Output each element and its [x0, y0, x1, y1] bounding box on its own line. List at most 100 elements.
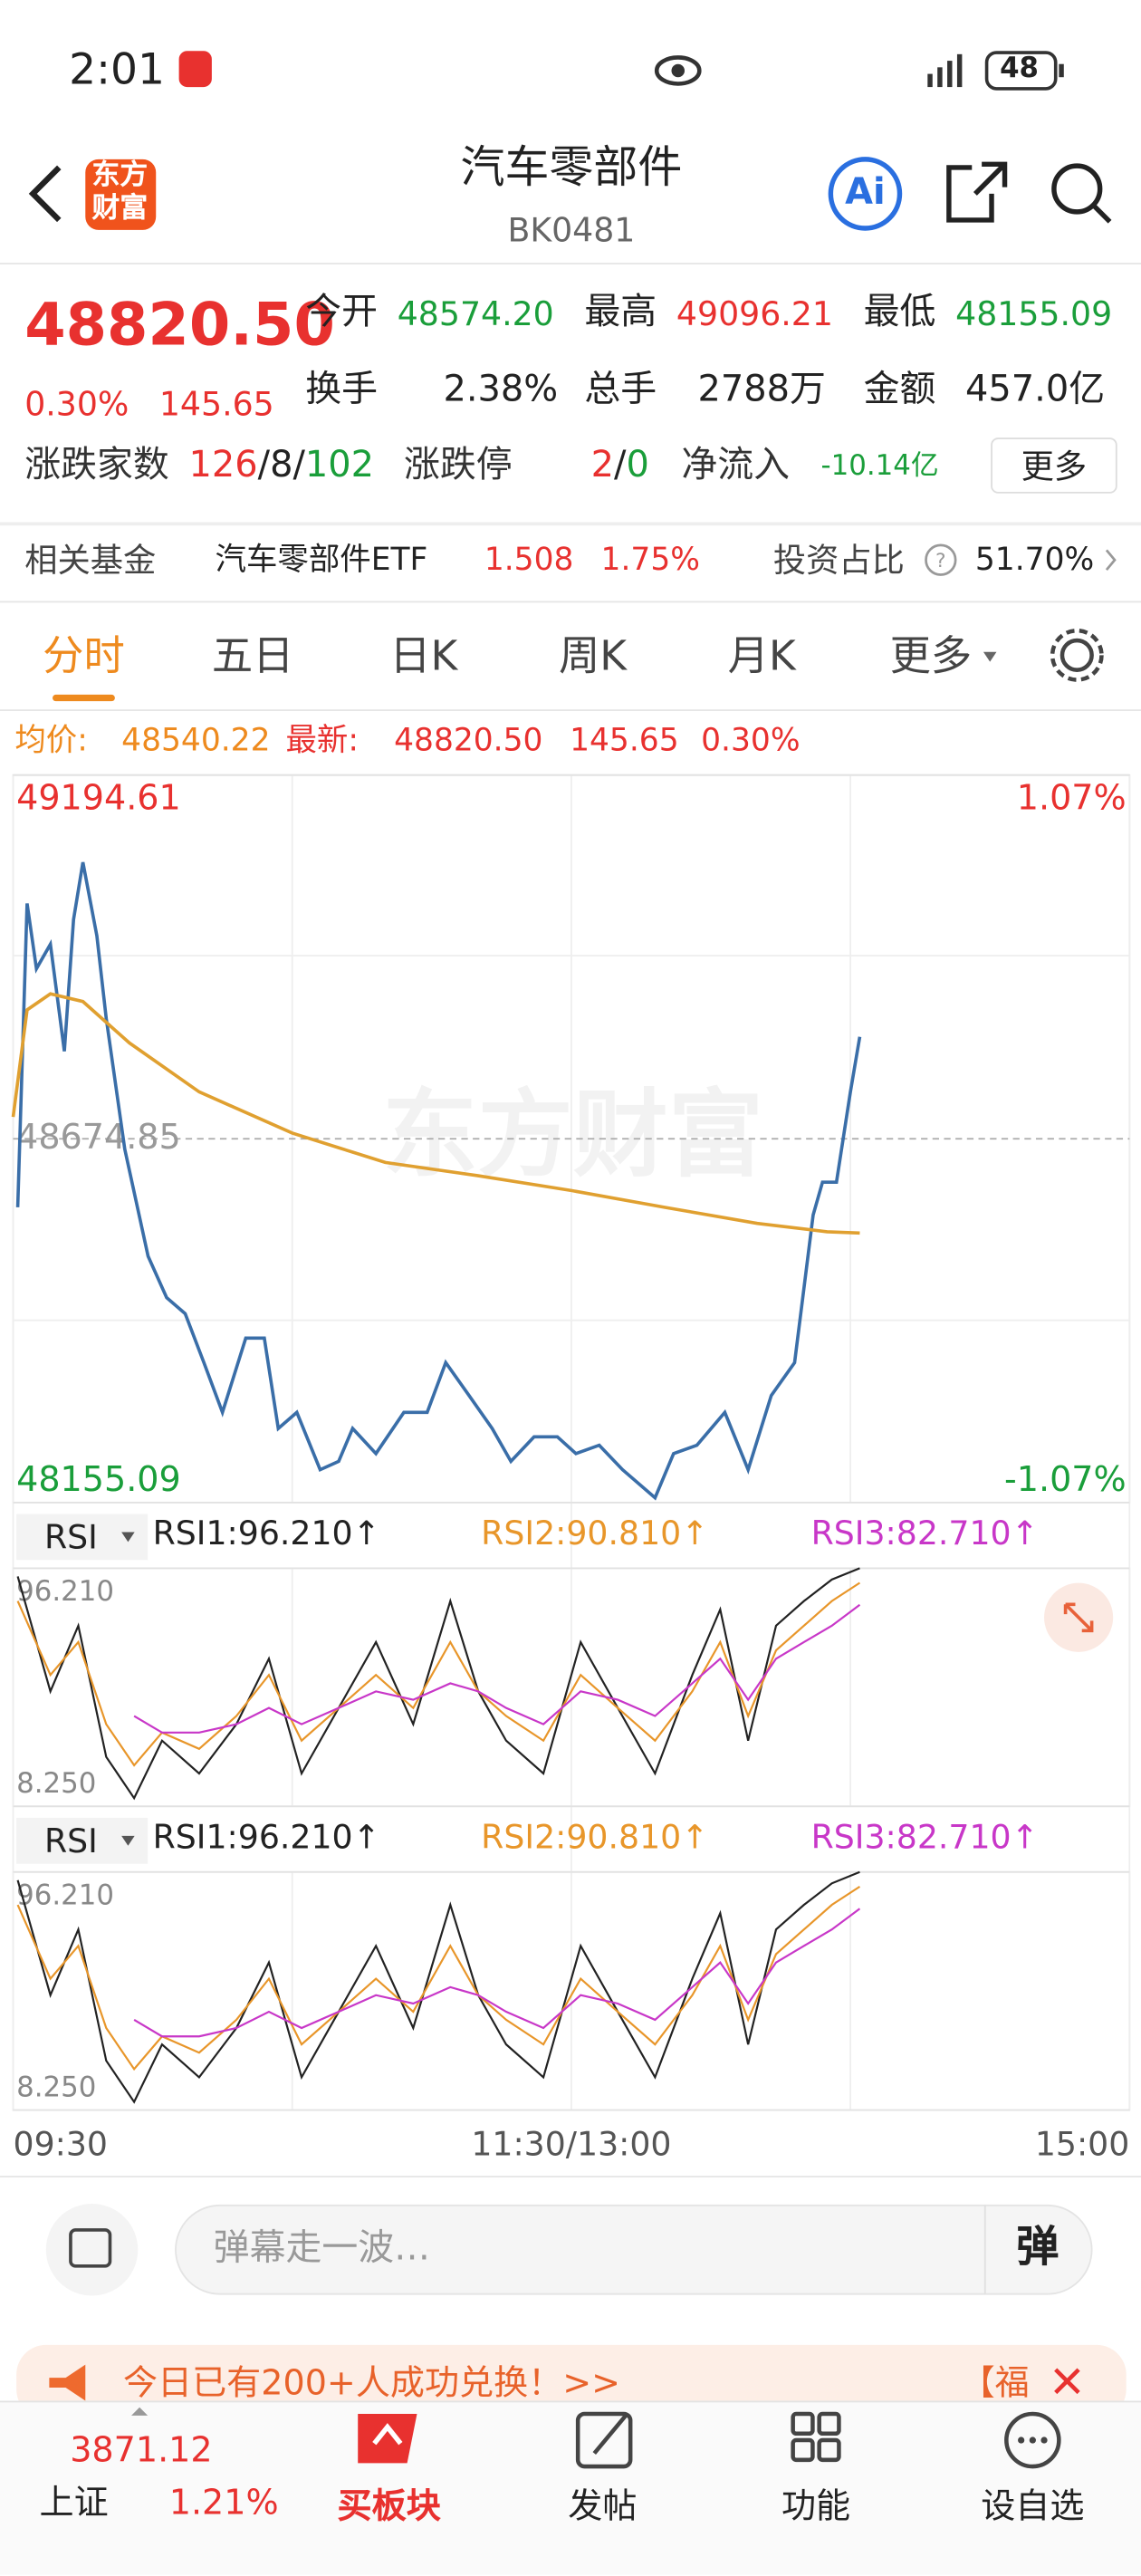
legend-label: RSI3:82.710↑ [811, 1514, 1039, 1552]
limit-label: 涨跌停 [403, 445, 513, 486]
latest-pct: 0.30% [701, 722, 801, 759]
y2-tick-label: 1.07% [1017, 777, 1127, 817]
series-line [16, 1870, 860, 2104]
breadth-label: 涨跌家数 [24, 445, 169, 486]
title: 汽车零部件 [460, 142, 683, 194]
field-value: 2.38% [443, 369, 559, 411]
x-tick-label: 15:00 [1035, 2125, 1129, 2164]
ai-button[interactable]: Ai [845, 172, 886, 214]
y-tick-label: 96.210 [16, 1879, 114, 1911]
field-value: 2788万 [697, 369, 826, 411]
fund-price: 1.508 [484, 542, 574, 579]
separator: / [292, 445, 305, 486]
y-tick-label: 48674.85 [16, 1117, 181, 1157]
field-label: 今开 [305, 292, 379, 334]
series-line [11, 992, 860, 1235]
clock: 2:01 [69, 45, 166, 96]
field-value: 48574.20 [397, 293, 554, 334]
indicator-select[interactable]: RSI [43, 1821, 98, 1861]
legend-label: RSI1:96.210↑ [153, 1514, 380, 1552]
latest-change: 145.65 [570, 722, 679, 759]
tab[interactable]: 日K [389, 631, 458, 680]
fund-pct: 1.75% [600, 542, 700, 579]
limit: 2/0 [590, 445, 649, 486]
index-value[interactable]: 3871.12 [70, 2430, 213, 2470]
field-label: 总手 [584, 369, 657, 411]
x-tick-label: 09:30 [14, 2125, 108, 2164]
change: 145.65 [158, 384, 274, 424]
field-value: 49096.21 [676, 293, 833, 334]
banner-tag: 【福 [960, 2362, 1030, 2403]
series-line [133, 1603, 861, 1734]
price: 48820.50 [24, 292, 335, 360]
y-tick-label: 48155.09 [16, 1459, 181, 1499]
x-tick-label: 11:30/13:00 [471, 2125, 671, 2164]
series-line [15, 861, 862, 1501]
nav-item[interactable]: 功能 [781, 2485, 851, 2526]
y-tick-label: 8.250 [16, 2071, 96, 2104]
legend-label: RSI1:96.210↑ [153, 1818, 380, 1857]
up-count: 126 [188, 445, 258, 486]
nav-item[interactable]: 发帖 [568, 2485, 638, 2526]
breadth: 126/8/102 [188, 445, 375, 486]
y2-tick-label: -1.07% [1004, 1459, 1127, 1499]
limit-up: 2 [590, 445, 615, 486]
field-label: 最高 [584, 292, 657, 334]
separator: / [257, 445, 271, 486]
ratio: 51.70% [974, 542, 1095, 579]
ratio-label: 投资占比 [772, 540, 905, 580]
latest-label: 最新: [285, 722, 359, 759]
nav-item[interactable]: 买板块 [337, 2485, 441, 2526]
field-label: 金额 [863, 369, 936, 411]
tab[interactable]: 更多 [889, 631, 973, 680]
legend-label: RSI3:82.710↑ [811, 1818, 1039, 1857]
series-line [16, 1567, 860, 1801]
flat-count: 8 [270, 445, 293, 486]
legend-label: RSI2:90.810↑ [481, 1818, 708, 1857]
y-tick-label: 8.250 [16, 1767, 96, 1800]
y-tick-label: 96.210 [16, 1575, 114, 1608]
watermark: 东方财富 [382, 1079, 764, 1191]
series-line [16, 1581, 861, 1767]
separator: / [614, 445, 627, 486]
series-line [133, 1908, 861, 2038]
field-value: 457.0亿 [965, 369, 1106, 411]
legend-label: RSI2:90.810↑ [481, 1514, 708, 1552]
avg-label: 均价: [14, 722, 88, 759]
banner-text[interactable]: 今日已有200+人成功兑换！>> [122, 2362, 621, 2403]
code: BK0481 [507, 210, 636, 250]
fund-label: 相关基金 [24, 540, 157, 580]
more-button[interactable]: 更多 [1021, 447, 1088, 486]
danmaku-button[interactable]: 弹 [1016, 2223, 1060, 2273]
change-pct: 0.30% [24, 384, 129, 424]
field-value: 48155.09 [955, 293, 1113, 334]
svg-text:?: ? [935, 550, 946, 572]
field-label: 最低 [863, 292, 936, 334]
battery: 48 [1000, 53, 1040, 86]
nav-item[interactable]: 设自选 [981, 2485, 1085, 2526]
tab[interactable]: 分时 [43, 631, 125, 680]
fund-name[interactable]: 汽车零部件ETF [215, 542, 428, 579]
logo-line: 东方 [91, 159, 149, 193]
index-name[interactable]: 上证 [39, 2483, 109, 2523]
indicator-select[interactable]: RSI [43, 1517, 98, 1557]
tab[interactable]: 月K [727, 631, 796, 680]
logo-line: 财富 [91, 192, 149, 226]
limit-down: 0 [626, 445, 649, 486]
comment-input[interactable]: 弹幕走一波… [213, 2228, 431, 2270]
down-count: 102 [304, 445, 375, 486]
latest: 48820.50 [394, 722, 543, 759]
index-pct[interactable]: 1.21% [168, 2483, 279, 2523]
tab[interactable]: 五日 [211, 631, 294, 680]
y-tick-label: 49194.61 [16, 777, 181, 817]
inflow: -10.14亿 [820, 449, 939, 484]
avg: 48540.22 [121, 722, 271, 759]
inflow-label: 净流入 [681, 445, 791, 486]
tab[interactable]: 周K [558, 631, 628, 680]
series-line [16, 1885, 861, 2071]
field-label: 换手 [305, 369, 379, 411]
